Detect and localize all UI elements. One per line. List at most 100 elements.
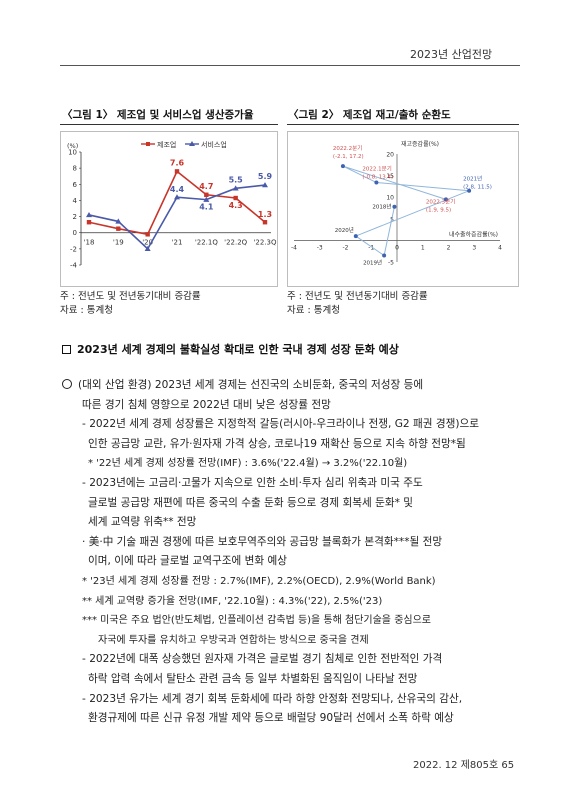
data-point [203, 196, 210, 202]
data-point [262, 220, 268, 225]
footnote-line: 자국에 투자를 유치하고 우방국과 연합하는 방식으로 중국을 견제 [98, 634, 369, 646]
circle-bullet-icon [62, 379, 72, 389]
figure2-notes: 주 : 전년도 및 전년동기대비 증감률 자료 : 통계청 [287, 290, 428, 318]
figure1-chart-box: (%) 10 8 6 4 2 0 -2 -4 '18 '19 '20 '21 '22.1Q '22.2Q '2… [60, 131, 278, 287]
x-tick-label: 3 [472, 244, 476, 251]
legend-marker [146, 142, 150, 146]
x-tick-label: -3 [317, 244, 323, 251]
header-rule [60, 65, 520, 66]
x-tick-label: -4 [291, 244, 297, 251]
y-tick-label: 10 [386, 195, 394, 202]
figure2-note: 주 : 전년도 및 전년동기대비 증감률 [287, 291, 428, 302]
y-tick-label: -5 [388, 260, 394, 267]
y-tick-label: 4 [73, 197, 78, 205]
section-heading: 2023년 세계 경제의 불확실성 확대로 인한 국내 경제 성장 둔화 예상 [62, 341, 399, 357]
paragraph-line: - 2023년 유가는 세계 경기 회복 둔화세에 따라 하향 안정화 전망되나… [82, 692, 463, 705]
running-header: 2023년 산업전망 [410, 48, 493, 61]
data-point [174, 169, 180, 174]
x-tick-label: '20 [142, 239, 153, 247]
data-label: 4.1 [199, 203, 214, 212]
y-tick-label: -4 [70, 262, 78, 270]
data-point [174, 194, 180, 200]
x-tick-label: 2 [447, 244, 451, 251]
data-point [115, 218, 122, 224]
legend-marker [189, 141, 195, 146]
figure2-source: 자료 : 통계청 [287, 305, 340, 316]
point-label: 2021년 [463, 175, 482, 183]
point-label: 2018년 [372, 203, 391, 211]
y-tick-label: 6 [73, 181, 78, 189]
data-point [392, 204, 397, 209]
y-tick-label: 0 [73, 229, 77, 237]
legend-label: 제조업 [157, 141, 176, 149]
paragraph-line: - 2023년에는 고금리·고물가 지속으로 인한 소비·투자 심리 위축과 미… [82, 476, 423, 489]
data-label: 1.3 [258, 210, 272, 219]
x-tick-label: '19 [113, 239, 124, 247]
legend-label: 서비스업 [201, 140, 227, 149]
x-tick-label: 1 [421, 244, 425, 251]
paragraph-line: 인한 공급망 교란, 유가·원자재 가격 상승, 코로나19 재확산 등으로 지… [88, 437, 466, 450]
figure1-title: 〈그림 1〉 제조업 및 서비스업 생산증가율 [62, 109, 254, 121]
y-unit-label: (%) [67, 142, 78, 150]
y-tick-label: 8 [73, 165, 77, 173]
point-label: 2019년 [363, 259, 382, 267]
data-point [374, 180, 379, 185]
data-point [144, 245, 151, 252]
data-point [262, 182, 268, 188]
y-tick-label: -2 [70, 245, 77, 253]
point-value: (-2.1, 17.2) [333, 154, 364, 160]
x-tick-label: -2 [343, 244, 349, 251]
paragraph-text: (대외 산업 환경) 2023년 세계 경제는 선진국의 소비둔화, 중국의 저… [78, 379, 424, 391]
point-value: (-0.8, 13.4) [362, 175, 393, 181]
footnote-line: *** 미국은 주요 법안(반도체법, 인플레이션 감축법 등)을 통해 첨단기… [82, 615, 431, 627]
y-tick-label: 15 [386, 173, 394, 180]
x-tick-label: '18 [84, 239, 95, 247]
paragraph-line: - 2022년에 대폭 상승했던 원자재 가격은 글로벌 경기 침체로 인한 전… [82, 653, 443, 666]
point-label: 2020년 [335, 226, 354, 234]
data-point [233, 195, 238, 201]
data-point [145, 232, 150, 237]
x-tick-label: '22.3Q [253, 239, 277, 247]
point-label: 2022.3분기 [426, 197, 455, 205]
data-label: 4.3 [229, 201, 243, 210]
x-axis-title: 내수출하증감률(%) [449, 230, 498, 238]
data-point [232, 185, 239, 191]
point-label: 2022.2분기 [333, 144, 362, 152]
figure1-rule [60, 124, 278, 125]
data-point [116, 226, 121, 231]
paragraph-line: 글로벌 공급망 재편에 따른 중국의 수출 둔화 등으로 경제 회복세 둔화* … [88, 496, 413, 509]
x-tick-label: -1 [368, 244, 374, 251]
paragraph-line: 이며, 이에 따라 글로벌 교역구조에 변화 예상 [88, 555, 288, 568]
production-growth-chart: (%)10 8 6 4 2 0 -2 -4 '18 '19 '20 '21 '22.1Q '22.2Q '2… [67, 140, 277, 270]
figure1-note: 주 : 전년도 및 전년동기대비 증감률 [60, 291, 201, 302]
data-label: 4.4 [170, 185, 185, 194]
paragraph-line: 환경규제에 따른 신규 유정 개발 제약 등으로 배럴당 90달러 선에서 소폭… [88, 712, 454, 725]
footnote-line: * '22년 세계 경제 성장률 전망(IMF) : 3.6%('22.4월) … [88, 458, 408, 470]
x-tick-label: '22.2Q [224, 239, 248, 247]
point-value: (1.9, 9.5) [426, 207, 451, 213]
footnote-line: ** 세계 교역량 증가율 전망(IMF, '22.10월) : 4.3%('2… [82, 595, 383, 607]
data-point [86, 220, 92, 225]
square-bullet-icon [62, 345, 71, 354]
data-point [86, 211, 92, 218]
point-label: 2022.1분기 [362, 165, 391, 173]
data-point [443, 197, 448, 202]
paragraph-line: · 美·中 기술 패권 경쟁에 따른 보호무역주의와 공급망 블록화가 본격화*… [82, 535, 443, 548]
data-point [382, 253, 387, 258]
y-tick-label: 2 [73, 213, 77, 221]
paragraph-line: 하락 압력 속에서 탈탄소 관련 금속 등 일부 차별화된 움직임이 나타날 전… [88, 672, 418, 685]
data-label: 7.6 [170, 158, 185, 167]
figure2-title: 〈그림 2〉 제조업 재고/출하 순환도 [288, 109, 451, 121]
body-text: (대외 산업 환경) 2023년 세계 경제는 선진국의 소비둔화, 중국의 저… [62, 376, 524, 729]
data-point [467, 188, 472, 193]
x-tick-label: '22.1Q [195, 239, 219, 247]
point-value: (2.8, 11.5) [463, 185, 492, 191]
data-point [353, 234, 358, 239]
data-point [340, 164, 345, 169]
footnote-line: * '23년 세계 경제 성장률 전망 : 2.7%(IMF), 2.2%(OE… [82, 575, 436, 587]
x-tick-label: 4 [498, 244, 502, 251]
figure2-chart-box: 재고증감률(%) 내수출하증감률(%) 20 15 10 5 -5 -4 -3 -2 -1 0 1 2 3 4… [287, 131, 519, 287]
paragraph-line: 따른 경기 침체 영향으로 2022년 대비 낮은 성장률 전망 [82, 398, 331, 411]
paragraph-line: (대외 산업 환경) 2023년 세계 경제는 선진국의 소비둔화, 중국의 저… [62, 376, 524, 396]
